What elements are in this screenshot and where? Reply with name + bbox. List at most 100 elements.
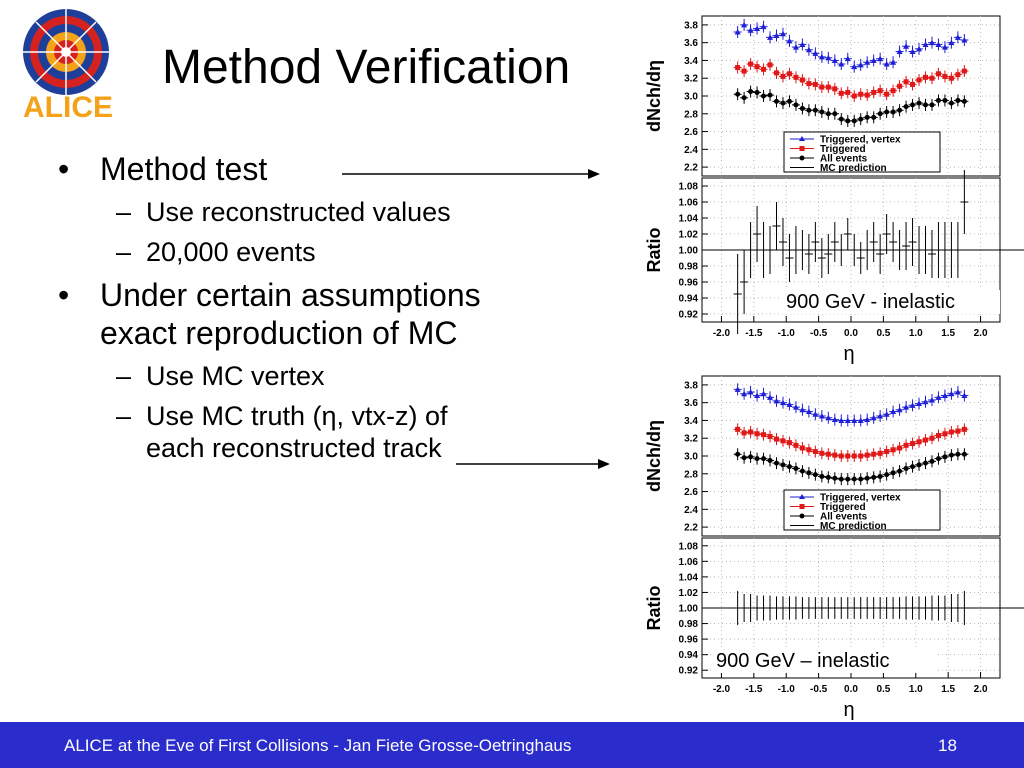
data-point-all-events <box>961 451 967 457</box>
data-point-all-events <box>812 107 818 113</box>
data-point-all-events <box>793 465 799 471</box>
data-point-all-events <box>806 470 812 476</box>
data-point-triggered <box>897 83 903 89</box>
data-point-triggered <box>825 84 831 90</box>
y-tick-label: 0.96 <box>679 635 699 646</box>
data-point-triggered-vertex <box>922 41 929 47</box>
data-point-triggered-vertex <box>909 48 916 55</box>
y-tick-label: 1.02 <box>679 588 699 599</box>
data-point-triggered <box>799 445 805 451</box>
x-tick-label: -1.0 <box>778 328 796 339</box>
y-tick-label: 2.6 <box>684 487 698 498</box>
data-point-triggered-vertex <box>851 417 858 423</box>
footer-text: ALICE at the Eve of First Collisions - J… <box>64 736 572 755</box>
y-tick-label: 3.0 <box>684 452 698 463</box>
data-point-all-events <box>799 105 805 111</box>
data-point-all-events <box>929 458 935 464</box>
data-point-triggered-vertex <box>916 400 923 407</box>
data-point-all-events <box>832 475 838 481</box>
data-point-all-events <box>942 454 948 460</box>
data-point-triggered <box>851 453 857 459</box>
x-tick-label: -0.5 <box>810 684 828 695</box>
data-point-triggered <box>948 75 954 81</box>
data-point-triggered <box>935 71 941 77</box>
data-point-all-events <box>799 468 805 474</box>
y-tick-label: 0.98 <box>679 619 699 630</box>
data-point-all-events <box>864 114 870 120</box>
legend-entry: MC prediction <box>820 163 887 174</box>
data-point-triggered <box>858 91 864 97</box>
data-point-triggered <box>767 433 773 439</box>
data-point-all-events <box>845 476 851 482</box>
y-tick-label: 3.4 <box>684 416 698 427</box>
data-point-triggered <box>877 450 883 456</box>
data-point-all-events <box>884 472 890 478</box>
y-axis-label-ratio: Ratio <box>644 585 664 630</box>
y-axis-label-ratio: Ratio <box>644 227 664 272</box>
data-point-triggered <box>735 65 741 71</box>
bullet-assumptions: • Under certain assumptions exact reprodu… <box>58 277 481 351</box>
data-point-triggered <box>838 90 844 96</box>
data-point-triggered <box>748 61 754 67</box>
y-tick-label: 1.04 <box>679 572 699 583</box>
energy-label: 900 GeV – inelastic <box>716 650 889 672</box>
y-tick-label: 1.00 <box>679 246 699 257</box>
y-tick-label: 3.4 <box>684 56 698 67</box>
data-point-triggered-vertex <box>909 402 916 408</box>
data-point-all-events <box>761 93 767 99</box>
data-point-all-events <box>877 473 883 479</box>
data-point-triggered <box>845 89 851 95</box>
legend-entry: Triggered <box>820 502 866 513</box>
data-point-triggered <box>948 429 954 435</box>
data-point-triggered-vertex <box>928 39 935 46</box>
data-point-triggered-vertex <box>799 406 806 413</box>
data-point-triggered-vertex <box>825 414 832 421</box>
sub-bullet: – Use MC truth (η, vtx-z) of each reconst… <box>116 401 448 463</box>
x-tick-label: 1.5 <box>941 684 955 695</box>
data-point-triggered-vertex <box>890 408 897 415</box>
data-point-triggered <box>923 437 928 443</box>
data-point-all-events <box>761 456 767 462</box>
data-point-all-events <box>735 451 741 457</box>
y-tick-label: 3.2 <box>684 434 698 445</box>
legend-marker <box>799 136 805 141</box>
x-tick-label: 1.5 <box>941 328 955 339</box>
data-point-triggered-vertex <box>805 408 812 415</box>
data-point-triggered-vertex <box>896 48 903 55</box>
data-point-triggered <box>890 88 896 94</box>
data-point-triggered-vertex <box>747 27 754 33</box>
sub-bullet: –20,000 events <box>116 237 316 267</box>
y-tick-label: 0.92 <box>679 666 699 677</box>
data-point-all-events <box>825 111 831 117</box>
legend-entry: Triggered <box>820 144 866 155</box>
data-point-triggered <box>955 72 961 78</box>
data-point-triggered-vertex <box>831 57 838 63</box>
data-point-triggered-vertex <box>883 411 890 417</box>
data-point-all-events <box>754 456 760 462</box>
data-point-triggered <box>942 431 948 437</box>
data-point-all-events <box>871 114 877 120</box>
data-point-triggered <box>774 70 779 76</box>
x-tick-label: 0.5 <box>876 328 890 339</box>
data-point-all-events <box>955 97 961 103</box>
data-point-triggered-vertex <box>741 21 748 28</box>
data-point-triggered-vertex <box>954 389 961 395</box>
data-point-triggered <box>961 68 967 74</box>
data-point-triggered <box>916 77 922 83</box>
data-point-triggered-vertex <box>928 397 935 403</box>
x-axis-label: η <box>843 699 854 720</box>
y-tick-label: 1.02 <box>679 230 699 241</box>
data-point-triggered <box>741 430 747 436</box>
data-point-triggered <box>955 428 961 434</box>
data-point-triggered-vertex <box>779 399 786 406</box>
y-tick-label: 2.8 <box>684 469 698 480</box>
data-point-triggered-vertex <box>903 404 910 410</box>
y-tick-label: 2.6 <box>684 127 698 138</box>
y-tick-label: 0.96 <box>679 278 699 289</box>
data-point-triggered <box>786 71 792 77</box>
data-point-triggered-vertex <box>812 411 819 417</box>
data-point-triggered-vertex <box>935 394 942 400</box>
label-bg <box>712 649 938 673</box>
data-point-triggered <box>851 93 857 99</box>
data-point-all-events <box>955 451 961 457</box>
